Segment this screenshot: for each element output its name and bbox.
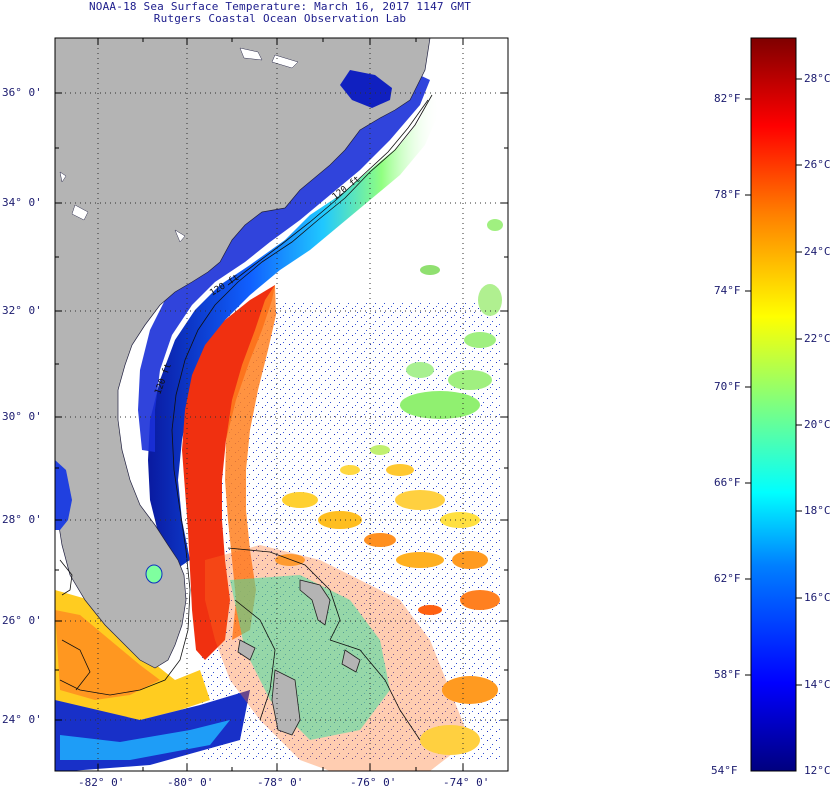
- colorbar: [750, 37, 797, 772]
- us-southeast-land: [55, 38, 431, 669]
- map-subtitle: Rutgers Coastal Ocean Observation Lab: [153, 12, 407, 25]
- bahamas-islands: [237, 579, 361, 736]
- colorbar-label-c: 24°C: [804, 245, 831, 258]
- colorbar-label-f: 54°F: [711, 764, 738, 777]
- colorbar-label-c: 26°C: [804, 158, 831, 171]
- gulf-stream-warm-core: [182, 285, 275, 660]
- lake-okeechobee: [145, 564, 163, 584]
- colorbar-label-c: 28°C: [804, 72, 831, 85]
- map-title: NOAA-18 Sea Surface Temperature: March 1…: [88, 0, 472, 13]
- lon-label: -78° 0': [257, 776, 304, 789]
- florida-straits-cyan: [60, 720, 230, 760]
- florida-bay-orange: [55, 610, 160, 700]
- colorbar-label-f: 62°F: [714, 572, 741, 585]
- lon-label: -76° 0': [350, 776, 397, 789]
- colorbar-label-c: 12°C: [804, 764, 831, 777]
- lat-label: 32° 0': [2, 304, 42, 317]
- lat-label: 30° 0': [2, 410, 42, 423]
- lat-label: 26° 0': [2, 614, 42, 627]
- lon-label: -74° 0': [443, 776, 490, 789]
- colorbar-label-f: 70°F: [714, 380, 741, 393]
- inland-lakes: [59, 47, 299, 243]
- coastal-cold-water: [148, 90, 440, 570]
- bahamas-banks-green: [230, 575, 390, 740]
- colorbar-ticks: [745, 78, 802, 686]
- lon-label: -82° 0': [78, 776, 125, 789]
- colorbar-label-c: 20°C: [804, 418, 831, 431]
- lat-label: 34° 0': [2, 196, 42, 209]
- nearshore-cold-water: [138, 60, 430, 452]
- colorbar-label-f: 58°F: [714, 668, 741, 681]
- colorbar-label-c: 16°C: [804, 591, 831, 604]
- depth-contours: [59, 94, 433, 741]
- colorbar-label-f: 82°F: [714, 92, 741, 105]
- colorbar-label-c: 22°C: [804, 332, 831, 345]
- colorbar-label-c: 14°C: [804, 678, 831, 691]
- map-ticks: [55, 38, 508, 771]
- lat-label: 24° 0': [2, 713, 42, 726]
- lat-label: 28° 0': [2, 513, 42, 526]
- gulf-stream-edge: [225, 285, 276, 640]
- map-frame: [54, 37, 509, 772]
- atlantic-cool-patches: [370, 219, 503, 455]
- graticule: [55, 38, 508, 771]
- lon-label: -80° 0': [167, 776, 214, 789]
- colorbar-label-f: 66°F: [714, 476, 741, 489]
- colorbar-label-f: 74°F: [714, 284, 741, 297]
- pamlico-sound: [340, 70, 392, 108]
- gulf-coast-water: [55, 460, 72, 530]
- lat-label: 36° 0': [2, 86, 42, 99]
- colorbar-label-c: 18°C: [804, 504, 831, 517]
- colorbar-label-f: 78°F: [714, 188, 741, 201]
